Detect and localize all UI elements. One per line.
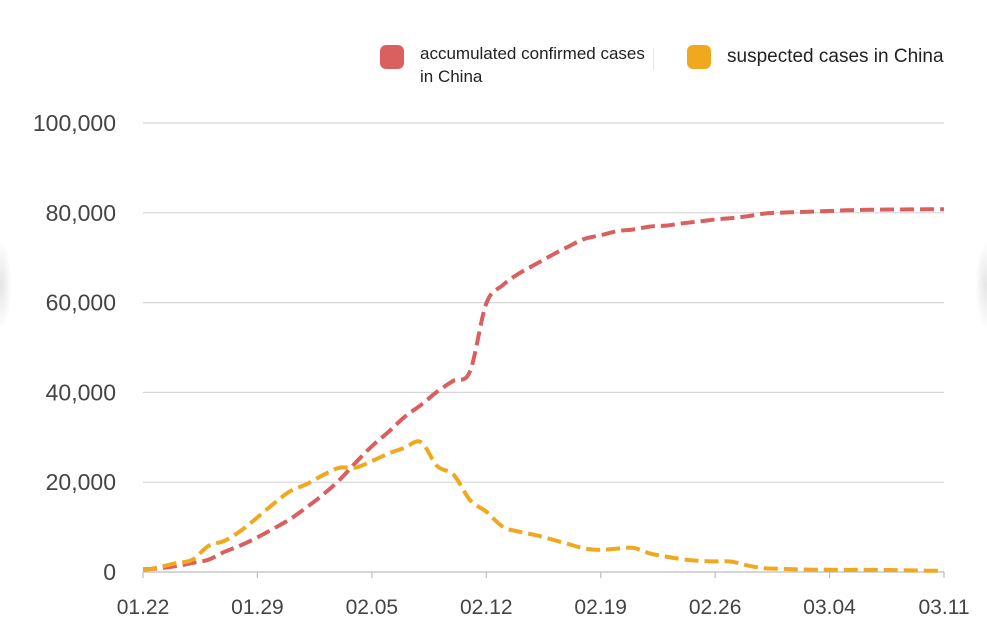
chart-legend: accumulated confirmed cases in China sus… bbox=[380, 42, 944, 88]
legend-label-suspected: suspected cases in China bbox=[727, 46, 944, 67]
x-tick-label: 02.26 bbox=[689, 596, 742, 619]
series-lines bbox=[142, 207, 945, 573]
gridlines bbox=[142, 122, 945, 578]
x-tick-label: 02.05 bbox=[346, 596, 399, 619]
x-tick-label: 01.29 bbox=[231, 596, 284, 619]
legend-swatch-confirmed bbox=[380, 45, 404, 69]
y-tick-label: 40,000 bbox=[46, 379, 116, 405]
legend-item-suspected[interactable]: suspected cases in China bbox=[687, 42, 944, 72]
left-edge-shadow bbox=[0, 240, 12, 330]
y-axis-tick-labels: 0 20,000 40,000 60,000 80,000 100,000 bbox=[33, 110, 116, 585]
y-tick-label: 0 bbox=[103, 559, 116, 585]
y-tick-label: 20,000 bbox=[46, 469, 116, 495]
y-tick-label: 80,000 bbox=[46, 200, 116, 226]
x-tick-label: 03.11 bbox=[919, 596, 970, 619]
legend-label-confirmed: accumulated confirmed cases in China bbox=[420, 44, 645, 86]
series-line-0 bbox=[142, 207, 945, 572]
x-tick-label: 02.12 bbox=[460, 596, 513, 619]
y-tick-label: 100,000 bbox=[33, 110, 116, 136]
series-line-1 bbox=[142, 439, 945, 573]
x-axis-tick-labels: 01.22 01.29 02.05 02.12 02.19 02.26 03.04 03.11 bbox=[117, 596, 970, 619]
legend-swatch-suspected bbox=[687, 45, 711, 69]
right-edge-shadow bbox=[975, 240, 987, 330]
legend-divider bbox=[653, 48, 654, 70]
x-tick-label: 02.19 bbox=[574, 596, 627, 619]
x-tick-label: 01.22 bbox=[117, 596, 170, 619]
y-tick-label: 60,000 bbox=[46, 290, 116, 316]
x-tick-label: 03.04 bbox=[803, 596, 856, 619]
legend-item-confirmed[interactable]: accumulated confirmed cases in China bbox=[380, 42, 645, 88]
